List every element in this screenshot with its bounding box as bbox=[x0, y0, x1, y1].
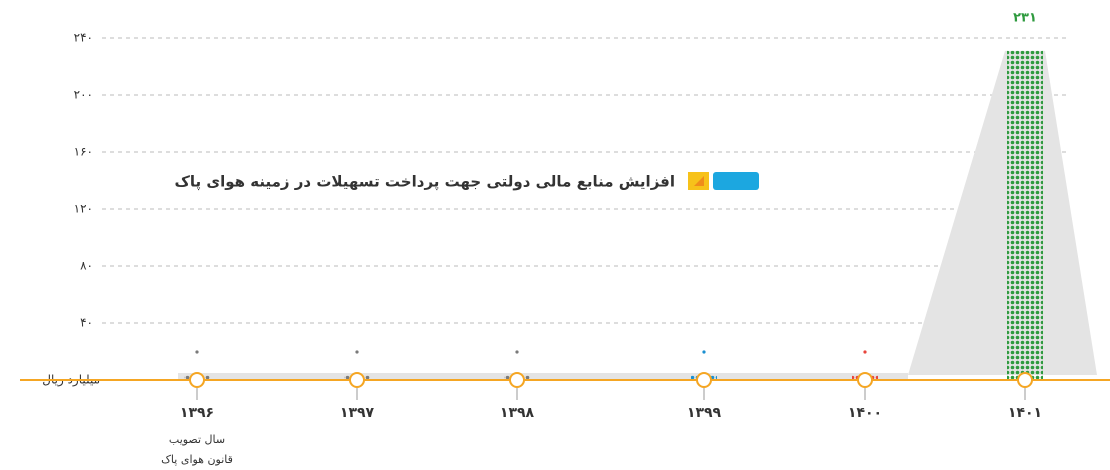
x-tick-label: ۱۴۰۰ bbox=[848, 405, 882, 421]
value-label: ۲۳۱ bbox=[1013, 11, 1037, 26]
bar bbox=[1007, 50, 1043, 380]
value-dot bbox=[195, 350, 199, 354]
value-dot bbox=[515, 350, 519, 354]
highlight-shape bbox=[908, 50, 1097, 375]
axis-marker bbox=[1017, 372, 1033, 388]
chart-title: افزایش منابع مالی دولتی جهت پرداخت تسهیل… bbox=[175, 173, 675, 192]
axis-marker bbox=[189, 372, 205, 388]
y-tick-label: ۲۴۰ bbox=[74, 31, 93, 45]
x-tick-label: ۱۳۹۸ bbox=[500, 405, 535, 421]
y-tick-label: ۴۰ bbox=[80, 316, 93, 330]
y-tick-label: ۱۲۰ bbox=[74, 202, 93, 216]
value-dot bbox=[355, 350, 359, 354]
annotation: قانون هوای پاک bbox=[161, 453, 233, 466]
value-dot bbox=[863, 350, 867, 354]
annotation: سال تصویب bbox=[169, 433, 225, 446]
base-band bbox=[178, 373, 908, 380]
x-tick-label: ۱۴۰۱ bbox=[1008, 405, 1042, 421]
y-tick-label: ۲۰۰ bbox=[74, 88, 93, 102]
axis-marker bbox=[509, 372, 525, 388]
y-tick-label: ۸۰ bbox=[80, 259, 93, 273]
legend-icon bbox=[688, 172, 759, 190]
x-tick-label: ۱۳۹۷ bbox=[340, 405, 375, 421]
y-tick-label: ۱۶۰ bbox=[74, 145, 93, 159]
x-tick-label: ۱۳۹۹ bbox=[687, 405, 722, 421]
axis-marker bbox=[349, 372, 365, 388]
value-dot bbox=[702, 350, 706, 354]
axis-marker bbox=[857, 372, 873, 388]
axis-marker bbox=[696, 372, 712, 388]
x-tick-label: ۱۳۹۶ bbox=[180, 405, 214, 421]
